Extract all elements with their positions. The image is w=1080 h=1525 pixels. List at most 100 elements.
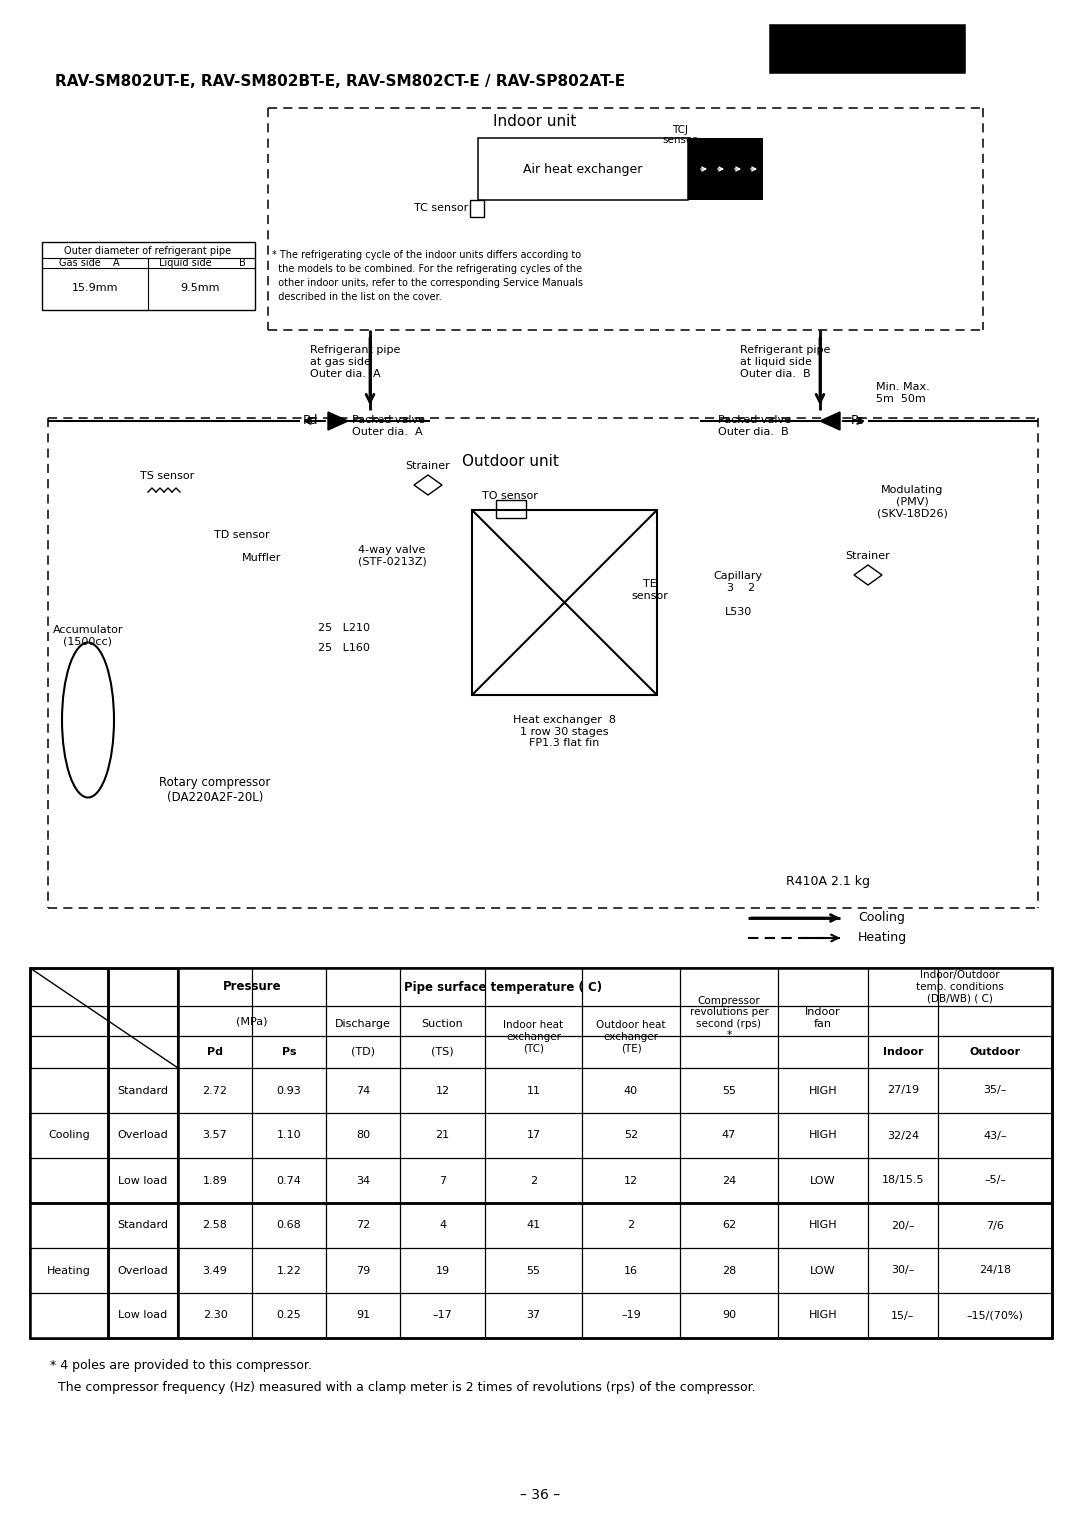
Text: (TD): (TD) bbox=[351, 1048, 375, 1057]
Polygon shape bbox=[328, 412, 348, 430]
Text: Cooling: Cooling bbox=[49, 1130, 90, 1141]
Text: 2.30: 2.30 bbox=[203, 1310, 228, 1321]
Text: 2: 2 bbox=[530, 1176, 537, 1185]
Text: 0.93: 0.93 bbox=[276, 1086, 301, 1095]
Text: Liquid side: Liquid side bbox=[159, 258, 212, 268]
Text: TS sensor: TS sensor bbox=[140, 471, 194, 480]
Text: 41: 41 bbox=[526, 1220, 541, 1231]
Bar bbox=[470, 200, 484, 217]
Text: Pressure: Pressure bbox=[222, 981, 281, 993]
Text: 19: 19 bbox=[435, 1266, 449, 1275]
Text: The compressor frequency (Hz) measured with a clamp meter is 2 times of revoluti: The compressor frequency (Hz) measured w… bbox=[50, 1382, 756, 1394]
Text: 37: 37 bbox=[526, 1310, 541, 1321]
Text: Ps: Ps bbox=[851, 413, 865, 427]
Text: Packed valve
Outer dia.  B: Packed valve Outer dia. B bbox=[718, 415, 791, 436]
Text: 74: 74 bbox=[356, 1086, 370, 1095]
Bar bbox=[30, 968, 1052, 1337]
Text: –19: –19 bbox=[621, 1310, 640, 1321]
Text: 12: 12 bbox=[624, 1176, 638, 1185]
Text: 25   L210: 25 L210 bbox=[318, 624, 370, 633]
Bar bbox=[688, 137, 762, 200]
Text: Low load: Low load bbox=[119, 1310, 167, 1321]
Text: Overload: Overload bbox=[118, 1266, 168, 1275]
Text: Indoor
fan: Indoor fan bbox=[806, 1006, 841, 1029]
Text: 3.49: 3.49 bbox=[203, 1266, 228, 1275]
Text: 15.9mm: 15.9mm bbox=[71, 284, 118, 293]
Bar bbox=[868, 1006, 1052, 1035]
Text: HIGH: HIGH bbox=[809, 1220, 837, 1231]
Ellipse shape bbox=[62, 642, 114, 798]
Text: Compressor
revolutions per
second (rps)
*: Compressor revolutions per second (rps) … bbox=[689, 996, 769, 1040]
Text: Outer diameter of refrigerant pipe: Outer diameter of refrigerant pipe bbox=[65, 246, 231, 256]
Text: TE
sensor: TE sensor bbox=[632, 580, 669, 601]
Bar bbox=[30, 1069, 108, 1203]
Text: 0.68: 0.68 bbox=[276, 1220, 301, 1231]
Text: Standard: Standard bbox=[118, 1220, 168, 1231]
Text: 18/15.5: 18/15.5 bbox=[881, 1176, 924, 1185]
Text: B: B bbox=[239, 258, 245, 268]
Text: Pd: Pd bbox=[207, 1048, 222, 1057]
Text: 0.25: 0.25 bbox=[276, 1310, 301, 1321]
Text: Capillary
  3    2: Capillary 3 2 bbox=[714, 572, 762, 593]
Text: 16: 16 bbox=[624, 1266, 638, 1275]
Polygon shape bbox=[854, 564, 882, 586]
Text: HIGH: HIGH bbox=[809, 1310, 837, 1321]
Text: 1.10: 1.10 bbox=[276, 1130, 301, 1141]
Bar bbox=[582, 1006, 679, 1035]
Text: 27/19: 27/19 bbox=[887, 1086, 919, 1095]
Text: 80: 80 bbox=[356, 1130, 370, 1141]
Text: LOW: LOW bbox=[810, 1266, 836, 1275]
Text: Discharge: Discharge bbox=[335, 1019, 391, 1029]
Text: – 36 –: – 36 – bbox=[519, 1488, 561, 1502]
Bar bbox=[680, 968, 778, 1035]
Text: 24: 24 bbox=[721, 1176, 737, 1185]
Text: 2: 2 bbox=[627, 1220, 635, 1231]
Text: 47: 47 bbox=[721, 1130, 737, 1141]
Text: 34: 34 bbox=[356, 1176, 370, 1185]
Text: Indoor/Outdoor
temp. conditions
(DB/WB) ( C): Indoor/Outdoor temp. conditions (DB/WB) … bbox=[916, 970, 1004, 1003]
Bar bbox=[779, 1006, 867, 1068]
Polygon shape bbox=[820, 412, 840, 430]
Bar bbox=[30, 968, 1052, 1337]
Text: Gas side: Gas side bbox=[59, 258, 100, 268]
Text: A: A bbox=[112, 258, 119, 268]
Text: Low load: Low load bbox=[119, 1176, 167, 1185]
Text: –5/–: –5/– bbox=[984, 1176, 1005, 1185]
Bar bbox=[42, 242, 255, 310]
Text: Packed valve
Outer dia.  A: Packed valve Outer dia. A bbox=[352, 415, 426, 436]
Text: Heat exchanger  8
1 row 30 stages
FP1.3 flat fin: Heat exchanger 8 1 row 30 stages FP1.3 f… bbox=[513, 715, 616, 749]
Text: 15/–: 15/– bbox=[891, 1310, 915, 1321]
Text: 21: 21 bbox=[435, 1130, 449, 1141]
Text: Pd: Pd bbox=[302, 413, 318, 427]
Text: Indoor heat
exchanger
(TC): Indoor heat exchanger (TC) bbox=[503, 1020, 564, 1054]
Text: LOW: LOW bbox=[810, 1176, 836, 1185]
Text: 2.72: 2.72 bbox=[203, 1086, 228, 1095]
Text: Min. Max.
5m  50m: Min. Max. 5m 50m bbox=[876, 383, 930, 404]
Text: Standard: Standard bbox=[118, 1086, 168, 1095]
Text: TC sensor: TC sensor bbox=[414, 203, 468, 214]
Text: 35/–: 35/– bbox=[983, 1086, 1007, 1095]
Text: Modulating
(PMV)
(SKV-18D26): Modulating (PMV) (SKV-18D26) bbox=[877, 485, 947, 518]
Text: described in the list on the cover.: described in the list on the cover. bbox=[272, 291, 442, 302]
Bar bbox=[680, 1006, 778, 1068]
Text: 30/–: 30/– bbox=[891, 1266, 915, 1275]
Text: Ps: Ps bbox=[282, 1048, 296, 1057]
Text: 62: 62 bbox=[721, 1220, 737, 1231]
Bar bbox=[478, 137, 688, 200]
Text: RAV-SM802UT-E, RAV-SM802BT-E, RAV-SM802CT-E / RAV-SP802AT-E: RAV-SM802UT-E, RAV-SM802BT-E, RAV-SM802C… bbox=[55, 75, 625, 90]
Text: Indoor unit: Indoor unit bbox=[494, 114, 577, 130]
Bar bbox=[401, 1006, 485, 1035]
Text: Suction: Suction bbox=[421, 1019, 463, 1029]
Text: 1.22: 1.22 bbox=[276, 1266, 301, 1275]
Text: L530: L530 bbox=[725, 607, 752, 618]
Text: the models to be combined. For the refrigerating cycles of the: the models to be combined. For the refri… bbox=[272, 264, 582, 274]
Text: –15/(70%): –15/(70%) bbox=[967, 1310, 1024, 1321]
Text: 20/–: 20/– bbox=[891, 1220, 915, 1231]
Text: 43/–: 43/– bbox=[983, 1130, 1007, 1141]
Text: Strainer: Strainer bbox=[406, 461, 450, 471]
Text: TCJ: TCJ bbox=[672, 125, 688, 136]
Text: 52: 52 bbox=[624, 1130, 638, 1141]
Text: 3.57: 3.57 bbox=[203, 1130, 228, 1141]
Text: 40: 40 bbox=[624, 1086, 638, 1095]
Text: 11: 11 bbox=[527, 1086, 540, 1095]
